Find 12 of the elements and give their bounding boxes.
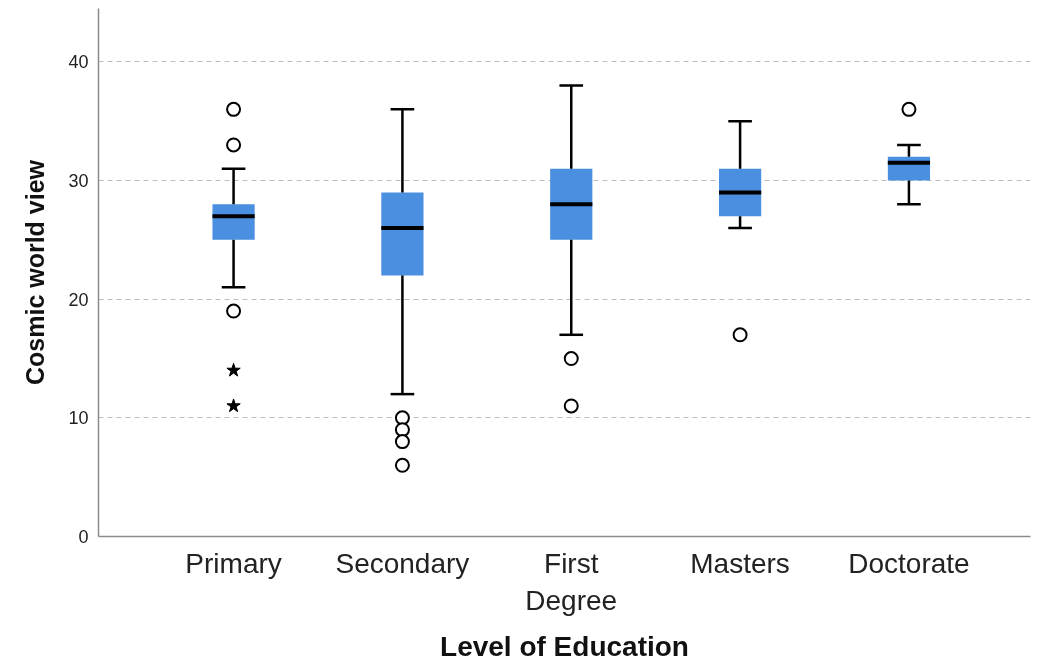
y-tick-label: 40 (68, 52, 89, 73)
x-tick-label: Secondary (335, 547, 470, 579)
x-tick-label: First Degree (525, 547, 618, 616)
x-tick-label: Primary (185, 547, 282, 579)
y-tick-label: 20 (68, 289, 89, 310)
y-tick-label: 30 (68, 171, 89, 192)
y-axis-title: Cosmic world view (21, 159, 50, 386)
x-tick-label: Masters (690, 547, 790, 579)
y-tick-label: 0 (78, 527, 89, 547)
x-tick-label: Doctorate (848, 547, 970, 579)
y-tick-label: 10 (68, 408, 89, 429)
x-axis-title: Level of Education (440, 630, 689, 662)
